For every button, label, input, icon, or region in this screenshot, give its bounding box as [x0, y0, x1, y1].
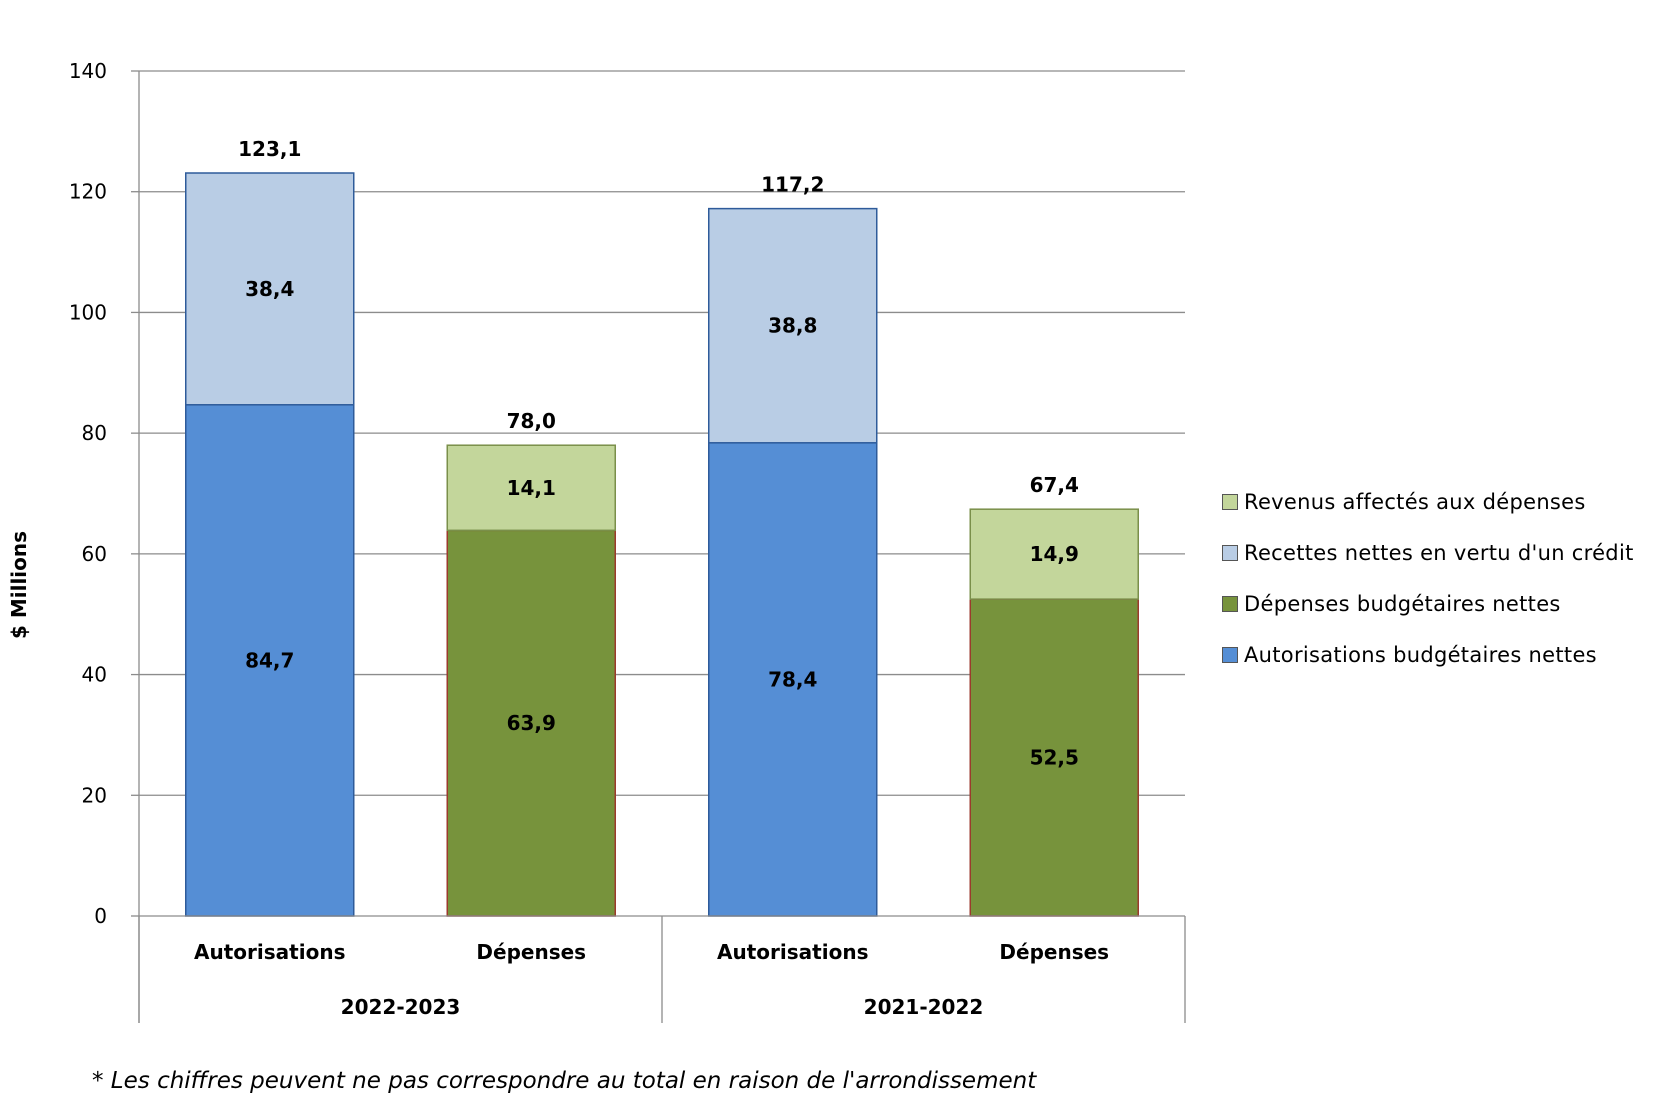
y-tick-label: 60 — [82, 542, 107, 566]
legend-swatch — [1222, 545, 1238, 561]
total-label: 78,0 — [507, 409, 556, 433]
data-label: 38,4 — [245, 277, 294, 301]
bar-segment — [446, 529, 616, 917]
legend-label: Dépenses budgétaires nettes — [1244, 592, 1561, 616]
legend-swatch — [1222, 647, 1238, 663]
y-tick-label: 0 — [94, 904, 107, 928]
total-label: 123,1 — [238, 137, 301, 161]
data-label: 52,5 — [1030, 746, 1079, 770]
y-tick-label: 120 — [69, 180, 107, 204]
footnote: * Les chiffres peuvent ne pas correspond… — [92, 1068, 1037, 1094]
bar-segment — [185, 404, 355, 917]
legend-item: Autorisations budgétaires nettes — [1222, 643, 1634, 667]
data-label: 63,9 — [507, 711, 556, 735]
legend-item: Revenus affectés aux dépenses — [1222, 490, 1634, 514]
y-axis-ticks: 0 20 40 60 80 100 120 140 — [69, 59, 139, 928]
legend-item: Dépenses budgétaires nettes — [1222, 592, 1634, 616]
total-label: 67,4 — [1030, 473, 1079, 497]
bar-segment — [708, 442, 878, 917]
bar-segment — [708, 207, 878, 444]
bar-segment — [446, 444, 616, 532]
legend: Revenus affectés aux dépenses Recettes ne… — [1222, 490, 1634, 694]
bar-segment — [969, 508, 1139, 600]
y-axis-label: $ Millions — [7, 531, 31, 639]
y-tick-label: 100 — [69, 300, 107, 324]
x-group-label: 2022-2023 — [341, 995, 461, 1019]
y-tick-label: 140 — [69, 59, 107, 83]
y-tick-label: 80 — [82, 421, 107, 445]
legend-swatch — [1222, 596, 1238, 612]
x-group-label: 2021-2022 — [864, 995, 984, 1019]
legend-label: Recettes nettes en vertu d'un crédit — [1244, 541, 1634, 565]
x-category-label: Autorisations — [194, 940, 345, 964]
bars: 84,7 38,4 123,1 63,9 14,1 78,0 78,4 38,8 117,2 52… — [185, 137, 1139, 917]
legend-label: Revenus affectés aux dépenses — [1244, 490, 1586, 514]
x-category-label: Dépenses — [476, 940, 586, 964]
legend-label: Autorisations budgétaires nettes — [1244, 643, 1597, 667]
data-label: 78,4 — [768, 667, 817, 691]
legend-swatch — [1222, 494, 1238, 510]
y-tick-label: 20 — [82, 783, 107, 807]
data-label: 14,9 — [1030, 542, 1079, 566]
legend-item: Recettes nettes en vertu d'un crédit — [1222, 541, 1634, 565]
bar-segment — [185, 172, 355, 406]
total-label: 117,2 — [761, 173, 824, 197]
x-axis-labels: Autorisations Dépenses Autorisations Dépens… — [194, 940, 1109, 1019]
x-category-label: Dépenses — [999, 940, 1109, 964]
data-label: 84,7 — [245, 648, 294, 672]
y-tick-label: 40 — [82, 663, 107, 687]
x-category-label: Autorisations — [717, 940, 868, 964]
data-label: 14,1 — [507, 476, 556, 500]
axes — [138, 71, 1186, 1023]
data-label: 38,8 — [768, 314, 817, 338]
